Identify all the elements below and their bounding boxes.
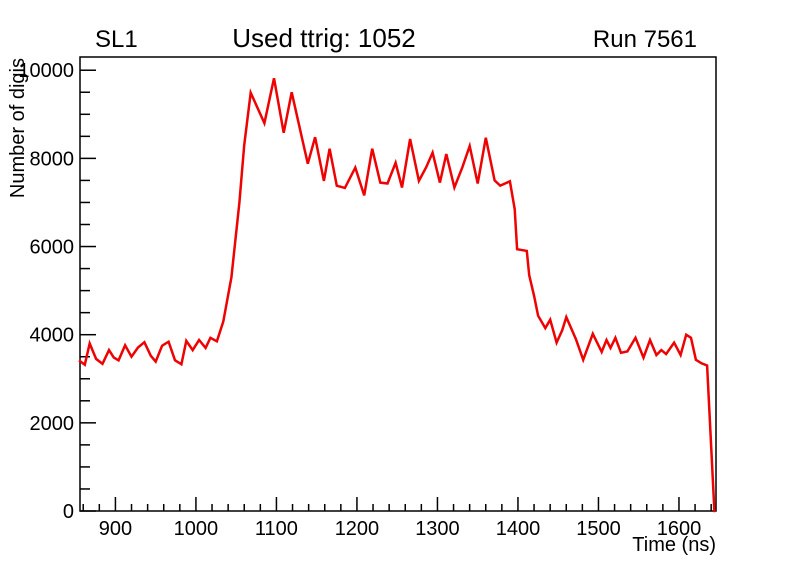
x-axis: 900 1000 1100 1200 1300 1400 1500 1600 [82, 497, 712, 540]
plot-title-left: SL1 [95, 26, 138, 53]
y-tick-label: 2000 [30, 413, 75, 435]
plot-title-center: Used ttrig: 1052 [232, 23, 416, 53]
x-tick-label: 1300 [415, 518, 460, 540]
x-tick-label: 1400 [496, 518, 541, 540]
y-axis-title: Number of digis [7, 58, 29, 198]
x-axis-title: Time (ns) [632, 534, 716, 556]
y-axis: 0 2000 4000 6000 8000 10000 [18, 60, 96, 523]
x-tick-label: 1200 [335, 518, 380, 540]
plot-title-right: Run 7561 [593, 26, 697, 53]
y-tick-label: 0 [63, 501, 74, 523]
x-tick-label: 1000 [174, 518, 219, 540]
series-line [78, 77, 716, 513]
x-tick-label: 1100 [255, 518, 298, 540]
x-tick-label: 1500 [576, 518, 621, 540]
x-tick-label: 900 [99, 518, 132, 540]
y-tick-label: 6000 [30, 237, 75, 259]
x-tick-label: 1600 [657, 518, 702, 540]
y-tick-label: 10000 [18, 60, 74, 82]
y-tick-label: 8000 [30, 148, 75, 170]
y-tick-label: 4000 [30, 325, 75, 347]
plot-frame [79, 56, 717, 512]
